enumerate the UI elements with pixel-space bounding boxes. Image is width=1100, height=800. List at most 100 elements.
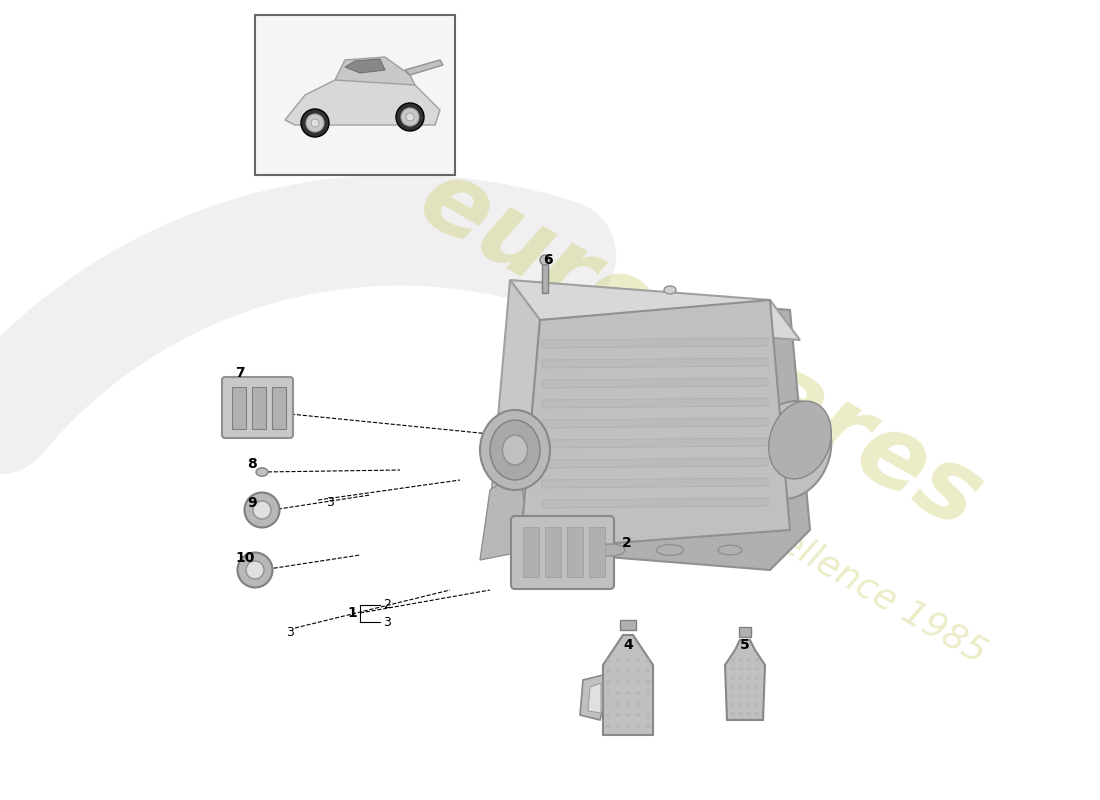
Bar [566, 527, 583, 577]
Ellipse shape [626, 680, 630, 684]
Ellipse shape [616, 724, 620, 728]
Polygon shape [603, 635, 653, 735]
Polygon shape [510, 280, 800, 340]
Text: 1: 1 [348, 606, 356, 620]
Text: 9: 9 [248, 496, 256, 510]
Polygon shape [345, 59, 385, 73]
Polygon shape [542, 398, 768, 408]
Ellipse shape [503, 435, 528, 465]
Text: 5: 5 [740, 638, 750, 652]
Ellipse shape [756, 703, 759, 706]
Ellipse shape [747, 712, 750, 716]
Ellipse shape [749, 401, 832, 499]
Ellipse shape [739, 667, 742, 670]
Ellipse shape [540, 255, 550, 265]
Ellipse shape [253, 501, 271, 519]
Polygon shape [588, 683, 601, 713]
Ellipse shape [747, 703, 750, 706]
Polygon shape [542, 338, 768, 348]
FancyBboxPatch shape [512, 516, 614, 589]
Ellipse shape [606, 724, 610, 728]
Ellipse shape [739, 686, 742, 689]
Bar [544, 527, 561, 577]
Ellipse shape [636, 691, 640, 695]
Bar [232, 387, 246, 429]
Ellipse shape [646, 691, 650, 695]
Ellipse shape [747, 686, 750, 689]
Polygon shape [542, 438, 768, 448]
Bar [588, 527, 605, 577]
Polygon shape [580, 675, 603, 720]
Ellipse shape [396, 103, 424, 131]
Polygon shape [405, 60, 443, 75]
Text: 6: 6 [543, 253, 553, 267]
Ellipse shape [626, 658, 630, 662]
Text: 10: 10 [235, 551, 255, 565]
Ellipse shape [301, 109, 329, 137]
Ellipse shape [739, 658, 742, 662]
Ellipse shape [732, 703, 735, 706]
Ellipse shape [739, 703, 742, 706]
Ellipse shape [306, 114, 324, 132]
Polygon shape [542, 458, 768, 468]
Polygon shape [490, 280, 540, 550]
Bar [252, 387, 266, 429]
Ellipse shape [769, 401, 832, 479]
Ellipse shape [732, 658, 735, 662]
Polygon shape [490, 290, 810, 570]
Ellipse shape [657, 545, 683, 555]
Ellipse shape [732, 712, 735, 716]
Ellipse shape [616, 702, 620, 706]
Ellipse shape [756, 694, 759, 698]
Ellipse shape [646, 724, 650, 728]
Ellipse shape [626, 724, 630, 728]
Ellipse shape [616, 680, 620, 684]
Ellipse shape [756, 658, 759, 662]
Ellipse shape [606, 713, 610, 717]
Text: 3: 3 [383, 615, 390, 629]
Ellipse shape [490, 420, 540, 480]
Ellipse shape [616, 691, 620, 695]
Ellipse shape [636, 724, 640, 728]
Ellipse shape [718, 546, 743, 555]
Ellipse shape [636, 658, 640, 662]
Ellipse shape [402, 108, 419, 126]
Polygon shape [336, 57, 415, 85]
Ellipse shape [616, 713, 620, 717]
Text: 2: 2 [621, 536, 631, 550]
Ellipse shape [406, 113, 414, 121]
Text: 8: 8 [248, 457, 257, 471]
Ellipse shape [636, 669, 640, 673]
Text: eurospares: eurospares [402, 150, 998, 550]
Ellipse shape [756, 686, 759, 689]
Polygon shape [542, 358, 768, 368]
Ellipse shape [756, 676, 759, 680]
Polygon shape [520, 300, 790, 550]
Bar [542, 263, 548, 293]
Text: a passion for excellence 1985: a passion for excellence 1985 [507, 370, 992, 670]
Ellipse shape [732, 676, 735, 680]
Ellipse shape [756, 667, 759, 670]
Ellipse shape [646, 702, 650, 706]
Ellipse shape [732, 667, 735, 670]
Ellipse shape [636, 713, 640, 717]
Ellipse shape [616, 669, 620, 673]
Bar [272, 387, 286, 429]
Ellipse shape [626, 669, 630, 673]
Ellipse shape [246, 561, 264, 579]
Ellipse shape [739, 694, 742, 698]
Ellipse shape [747, 658, 750, 662]
Ellipse shape [626, 702, 630, 706]
Ellipse shape [747, 676, 750, 680]
Ellipse shape [626, 691, 630, 695]
Polygon shape [542, 418, 768, 428]
Ellipse shape [606, 680, 610, 684]
Text: 3: 3 [286, 626, 294, 638]
Ellipse shape [732, 686, 735, 689]
Polygon shape [725, 640, 764, 720]
Text: 4: 4 [623, 638, 632, 652]
Polygon shape [739, 627, 751, 637]
Bar [522, 527, 539, 577]
Ellipse shape [480, 410, 550, 490]
Bar [255, 15, 455, 175]
